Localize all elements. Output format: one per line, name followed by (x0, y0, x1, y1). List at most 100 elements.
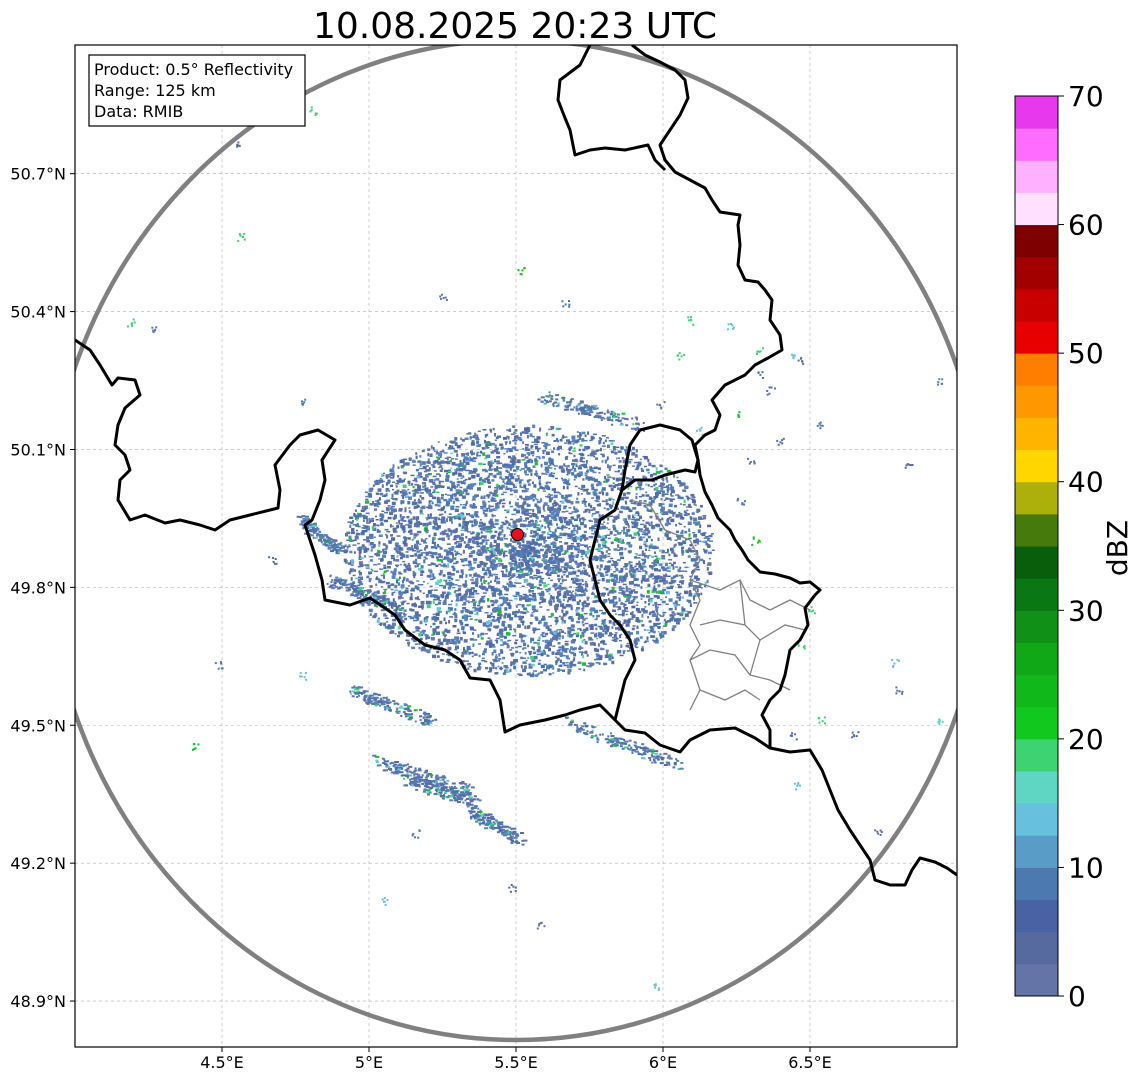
echo-cell (441, 559, 443, 563)
echo-cell (643, 530, 647, 532)
echo-cell (415, 565, 417, 568)
echo-cell (447, 647, 451, 651)
echo-cell (499, 629, 502, 633)
echo-cell (631, 574, 635, 578)
echo-cell (626, 492, 630, 495)
echo-cell (458, 473, 461, 476)
echo-cell (451, 573, 455, 576)
echo-cell (492, 515, 496, 517)
echo-cell (370, 503, 374, 506)
echo-cell (407, 489, 409, 491)
echo-cell (407, 501, 410, 505)
echo-cell (448, 498, 452, 502)
echo-cell (567, 592, 569, 596)
echo-cell (678, 512, 680, 514)
echo-cell (637, 503, 641, 506)
echo-cell (552, 554, 556, 556)
echo-cell (550, 459, 554, 463)
echo-cell (644, 606, 646, 608)
echo-cell (472, 652, 474, 655)
echo-cell (537, 640, 540, 642)
echo-cell (393, 474, 395, 478)
echo-cell (647, 616, 649, 619)
echo-cell (464, 639, 468, 643)
echo-cell (465, 453, 467, 456)
echo-cell (625, 574, 627, 576)
echo-cell (471, 551, 473, 555)
echo-cell (656, 618, 660, 622)
echo-cell (351, 577, 353, 581)
echo-cell (584, 592, 586, 596)
echo-cell (546, 452, 550, 456)
echo-cell (640, 524, 644, 526)
echo-cell (552, 672, 554, 674)
echo-cell (617, 544, 619, 548)
echo-cell (582, 461, 585, 463)
echo-cell (461, 611, 464, 614)
echo-cell (428, 569, 432, 571)
echo-cell (624, 611, 628, 613)
echo-cell (446, 504, 450, 507)
echo-cell (462, 491, 464, 493)
echo-cell (683, 562, 686, 564)
echo-cell (500, 525, 503, 529)
echo-cell (438, 538, 440, 540)
echo-cell (386, 617, 388, 619)
echo-cell (451, 566, 454, 569)
echo-cell (648, 603, 650, 606)
echo-cell (498, 658, 500, 660)
echo-cell (574, 647, 577, 650)
echo-cell (519, 652, 521, 654)
echo-cell (379, 535, 383, 538)
echo-cell (383, 623, 386, 627)
echo-cell (572, 440, 576, 443)
echo-cell (378, 545, 380, 547)
echo-cell (542, 632, 545, 635)
echo-cell (476, 546, 480, 548)
echo-cell (477, 494, 479, 497)
echo-cell (637, 511, 639, 512)
echo-cell (503, 599, 505, 601)
echo-cell (616, 539, 620, 541)
echo-cell (603, 481, 605, 483)
echo-cell (437, 509, 440, 511)
echo-cell (500, 639, 503, 642)
echo-cell (488, 570, 491, 574)
echo-cell (691, 498, 695, 500)
echo-cell (675, 494, 679, 496)
echo-cell (526, 449, 530, 452)
echo-cell (659, 578, 663, 580)
echo-cell (380, 513, 384, 517)
echo-cell (416, 518, 418, 522)
echo-cell (457, 629, 459, 633)
echo-cell (569, 558, 573, 561)
echo-cell (523, 635, 526, 638)
echo-cell (597, 582, 599, 585)
echo-cell (377, 563, 380, 565)
echo-cell (505, 555, 508, 557)
echo-cell (560, 660, 562, 664)
echo-cell (445, 598, 447, 602)
echo-cell (538, 566, 540, 568)
echo-cell (537, 642, 540, 646)
echo-cell (611, 488, 614, 492)
echo-cell (693, 596, 695, 599)
echo-cell (581, 432, 585, 435)
echo-cell (493, 602, 497, 604)
echo-cell (430, 595, 434, 598)
echo-cell (694, 576, 698, 580)
echo-cell (634, 462, 638, 464)
echo-cell (574, 475, 577, 479)
echo-cell (425, 538, 427, 540)
echo-cell (494, 490, 498, 494)
echo-cell (514, 598, 518, 600)
echo-cell (571, 530, 573, 534)
echo-cell (561, 500, 564, 504)
echo-cell (589, 536, 593, 538)
echo-cell (634, 638, 638, 641)
echo-cell (516, 510, 520, 512)
echo-cell (370, 585, 373, 588)
echo-cell (428, 601, 432, 605)
echo-cell (543, 669, 547, 672)
echo-cell (596, 638, 598, 640)
